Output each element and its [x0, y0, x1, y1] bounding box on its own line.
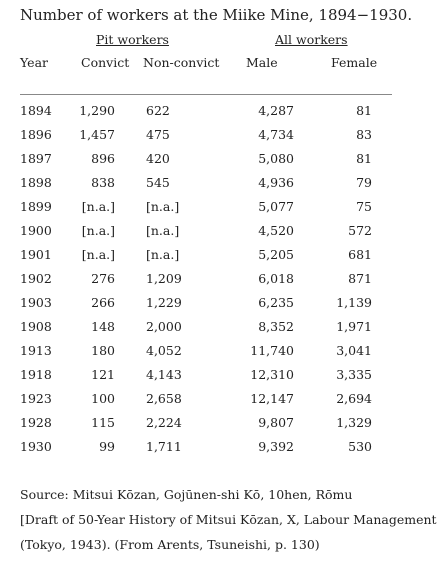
table-cell: [n.a.]	[81, 199, 115, 214]
table-cell: 2,658	[146, 391, 182, 406]
table-cell: 83	[356, 127, 372, 142]
table-cell: 420	[146, 151, 170, 166]
table-cell: 4,287	[258, 103, 294, 118]
table-cell: 6,018	[258, 271, 294, 286]
table-cell: 1,229	[146, 295, 182, 310]
table-cell: 5,077	[258, 199, 294, 214]
column-header: Female	[331, 55, 378, 70]
table-cell: [n.a.]	[146, 223, 180, 238]
group-header: All workers	[275, 32, 348, 47]
table-cell: 12,310	[250, 367, 294, 382]
table-cell: 681	[348, 247, 372, 262]
table-cell: 4,734	[258, 127, 294, 142]
table-cell: 266	[91, 295, 115, 310]
table-cell: 1918	[20, 367, 52, 382]
table-cell: 276	[91, 271, 115, 286]
table-cell: 1,209	[146, 271, 182, 286]
table-cell: 622	[146, 103, 170, 118]
table-cell: 12,147	[250, 391, 294, 406]
table-cell: 838	[91, 175, 115, 190]
table-cell: 475	[146, 127, 170, 142]
table-cell: 6,235	[258, 295, 294, 310]
table-cell: 79	[356, 175, 372, 190]
column-header: Convict	[81, 55, 130, 70]
table-cell: 5,080	[258, 151, 294, 166]
table-cell: 2,000	[146, 319, 182, 334]
table-cell: 81	[356, 151, 372, 166]
table-cell: 4,052	[146, 343, 182, 358]
table-cell: 4,143	[146, 367, 182, 382]
table-cell: 4,936	[258, 175, 294, 190]
table-cell: 1913	[20, 343, 52, 358]
table-cell: 9,807	[258, 415, 294, 430]
table-cell: 1896	[20, 127, 52, 142]
table-cell: [n.a.]	[146, 247, 180, 262]
table-cell: 180	[91, 343, 115, 358]
table-cell: 1,457	[79, 127, 115, 142]
table-cell: 8,352	[258, 319, 294, 334]
table-cell: 2,694	[336, 391, 372, 406]
column-header: Male	[246, 55, 278, 70]
table-cell: 545	[146, 175, 170, 190]
table-cell: 115	[91, 415, 115, 430]
title: Number of workers at the Miike Mine, 189…	[20, 6, 413, 24]
table-cell: 1,971	[336, 319, 372, 334]
table-cell: 4,520	[258, 223, 294, 238]
table-cell: 100	[91, 391, 115, 406]
table-cell: 1899	[20, 199, 52, 214]
table-cell: 572	[348, 223, 372, 238]
table-cell: 11,740	[250, 343, 294, 358]
table-cell: 1894	[20, 103, 52, 118]
column-header: Year	[20, 55, 48, 70]
table-cell: 896	[91, 151, 115, 166]
table-cell: 1897	[20, 151, 52, 166]
table-cell: 81	[356, 103, 372, 118]
table-cell: 9,392	[258, 439, 294, 454]
table-cell: 1900	[20, 223, 52, 238]
table-cell: 530	[348, 439, 372, 454]
column-header: Non-convict	[143, 55, 220, 70]
table-cell: 871	[348, 271, 372, 286]
table-cell: 1898	[20, 175, 52, 190]
group-header: Pit workers	[96, 32, 169, 47]
table-cell: 1903	[20, 295, 52, 310]
source-line: Source: Mitsui Kōzan, Gojūnen-shi Kō, 10…	[20, 487, 353, 502]
table-cell: 99	[99, 439, 115, 454]
table-cell: 1930	[20, 439, 52, 454]
table-cell: 1,329	[336, 415, 372, 430]
table-cell: 1,290	[79, 103, 115, 118]
source-line: (Tokyo, 1943). (From Arents, Tsuneishi, …	[20, 537, 320, 552]
source-line: [Draft of 50-Year History of Mitsui Kōza…	[20, 512, 437, 527]
table-cell: 3,041	[336, 343, 372, 358]
table-cell: 1902	[20, 271, 52, 286]
table-cell: [n.a.]	[81, 247, 115, 262]
table-cell: 1908	[20, 319, 52, 334]
table-cell: 5,205	[258, 247, 294, 262]
table-cell: 3,335	[336, 367, 372, 382]
table-cell: 1928	[20, 415, 52, 430]
table-cell: 1,711	[146, 439, 182, 454]
table-cell: 121	[91, 367, 115, 382]
table-cell: 1,139	[336, 295, 372, 310]
table-cell: 75	[356, 199, 372, 214]
table-cell: 148	[91, 319, 115, 334]
header-rule	[20, 94, 392, 95]
table-cell: [n.a.]	[81, 223, 115, 238]
table-cell: 2,224	[146, 415, 182, 430]
table-cell: [n.a.]	[146, 199, 180, 214]
table-cell: 1923	[20, 391, 52, 406]
table-cell: 1901	[20, 247, 52, 262]
